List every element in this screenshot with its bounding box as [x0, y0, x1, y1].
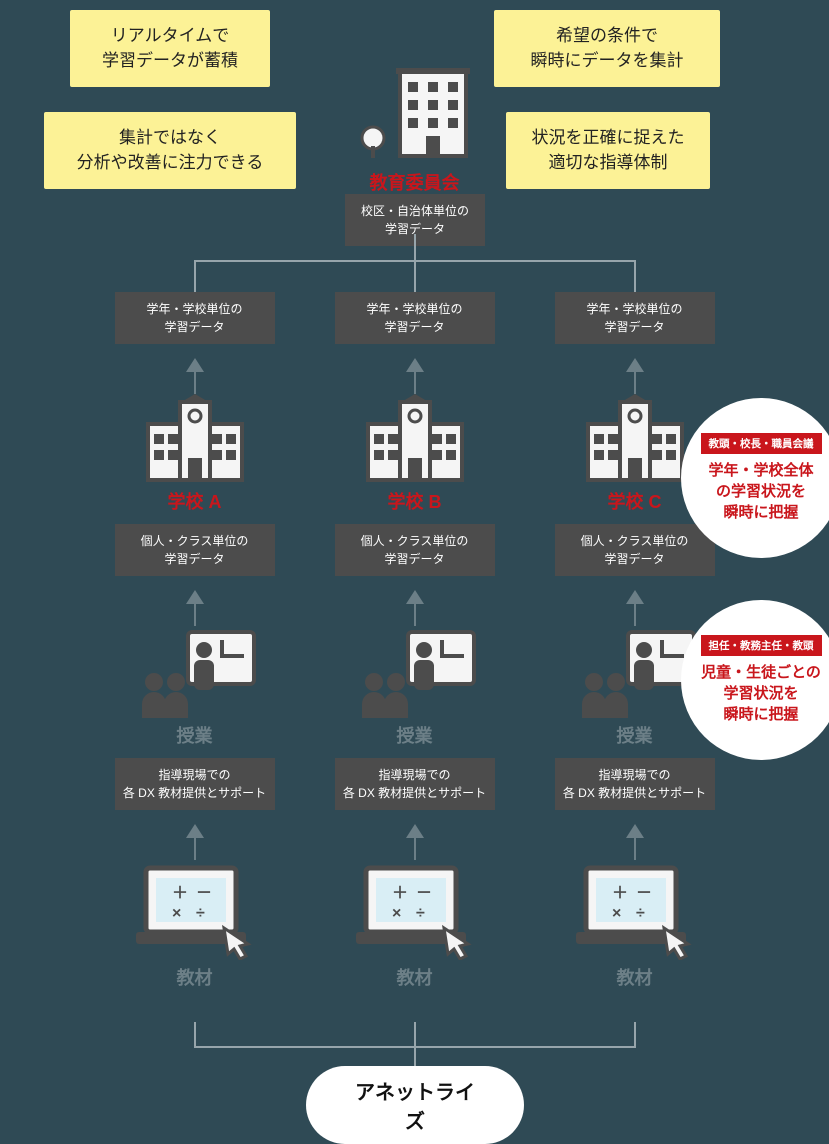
board-title: 教育委員会	[0, 169, 829, 195]
connector-bottom-v1	[194, 1022, 196, 1046]
laptop-icon: ＋ － × ÷	[130, 860, 260, 960]
school-a-l4-box: 指導現場での各 DX 教材提供とサポート	[115, 758, 275, 810]
material-b-label: 教材	[397, 964, 433, 990]
connector-v2	[414, 260, 416, 292]
arrow-stem	[634, 604, 636, 626]
arrow-stem	[194, 372, 196, 394]
school-b-l3-box: 個人・クラス単位の学習データ	[335, 524, 495, 576]
laptop-icon: ＋ － × ÷	[570, 860, 700, 960]
svg-text:×: ×	[612, 905, 621, 922]
classroom-icon	[130, 626, 260, 718]
svg-text:－: －	[416, 885, 432, 902]
svg-text:－: －	[196, 885, 212, 902]
school-c-l2-box: 学年・学校単位の学習データ	[555, 292, 715, 344]
tree-icon	[358, 124, 388, 160]
svg-text:＋: ＋	[392, 885, 408, 902]
circle2-header: 担任・教務主任・教頭	[701, 635, 822, 656]
connector-bottom-v2	[414, 1022, 416, 1046]
connector-vline-top	[414, 234, 416, 260]
svg-text:－: －	[636, 885, 652, 902]
circle-badge-school: 教頭・校長・職員会議 学年・学校全体の学習状況を瞬時に把握	[681, 398, 829, 558]
svg-text:÷: ÷	[196, 905, 205, 922]
connector-v3	[634, 260, 636, 292]
column-b: 学年・学校単位の学習データ 学校 B 個人・クラス単位の学習データ 授業	[335, 292, 495, 990]
classroom-icon	[570, 626, 700, 718]
svg-text:×: ×	[392, 905, 401, 922]
class-c-label: 授業	[617, 722, 653, 748]
bottom-pill: アネットライズ	[306, 1066, 524, 1144]
arrow-up	[406, 590, 424, 604]
svg-text:÷: ÷	[636, 905, 645, 922]
class-b-label: 授業	[397, 722, 433, 748]
arrow-stem	[194, 838, 196, 860]
school-c-l3-box: 個人・クラス単位の学習データ	[555, 524, 715, 576]
class-a-label: 授業	[177, 722, 213, 748]
material-c-label: 教材	[617, 964, 653, 990]
arrow-up	[406, 824, 424, 838]
svg-text:×: ×	[172, 905, 181, 922]
school-a-l2-box: 学年・学校単位の学習データ	[115, 292, 275, 344]
school-c-l4-box: 指導現場での各 DX 教材提供とサポート	[555, 758, 715, 810]
connector-v1	[194, 260, 196, 292]
circle-badge-student: 担任・教務主任・教頭 児童・生徒ごとの学習状況を瞬時に把握	[681, 600, 829, 760]
svg-text:＋: ＋	[172, 885, 188, 902]
arrow-stem	[414, 372, 416, 394]
arrow-stem	[414, 604, 416, 626]
arrow-up	[626, 590, 644, 604]
svg-text:＋: ＋	[612, 885, 628, 902]
school-a-title: 学校 A	[168, 488, 222, 514]
school-icon	[140, 394, 250, 484]
building-icon	[394, 64, 472, 160]
laptop-icon: ＋ － × ÷	[350, 860, 480, 960]
arrow-up	[626, 824, 644, 838]
arrow-stem	[634, 838, 636, 860]
column-a: 学年・学校単位の学習データ 学校 A 個人・クラス単位の学習データ	[115, 292, 275, 990]
circle1-body: 学年・学校全体の学習状況を瞬時に把握	[708, 460, 813, 523]
classroom-icon	[350, 626, 480, 718]
school-icon	[580, 394, 690, 484]
school-b-title: 学校 B	[388, 488, 442, 514]
arrow-up	[186, 358, 204, 372]
svg-text:÷: ÷	[416, 905, 425, 922]
board-of-education-node: 教育委員会	[0, 64, 829, 195]
arrow-up	[186, 824, 204, 838]
connector-bottom-v3	[634, 1022, 636, 1046]
school-icon	[360, 394, 470, 484]
school-a-l3-box: 個人・クラス単位の学習データ	[115, 524, 275, 576]
arrow-up	[626, 358, 644, 372]
circle2-body: 児童・生徒ごとの学習状況を瞬時に把握	[701, 662, 821, 725]
arrow-stem	[634, 372, 636, 394]
arrow-stem	[414, 838, 416, 860]
school-b-l4-box: 指導現場での各 DX 教材提供とサポート	[335, 758, 495, 810]
arrow-stem	[194, 604, 196, 626]
material-a-label: 教材	[177, 964, 213, 990]
school-c-title: 学校 C	[608, 488, 662, 514]
arrow-up	[186, 590, 204, 604]
arrow-up	[406, 358, 424, 372]
school-b-l2-box: 学年・学校単位の学習データ	[335, 292, 495, 344]
circle1-header: 教頭・校長・職員会議	[701, 433, 822, 454]
connector-bottom-stem	[414, 1046, 416, 1068]
